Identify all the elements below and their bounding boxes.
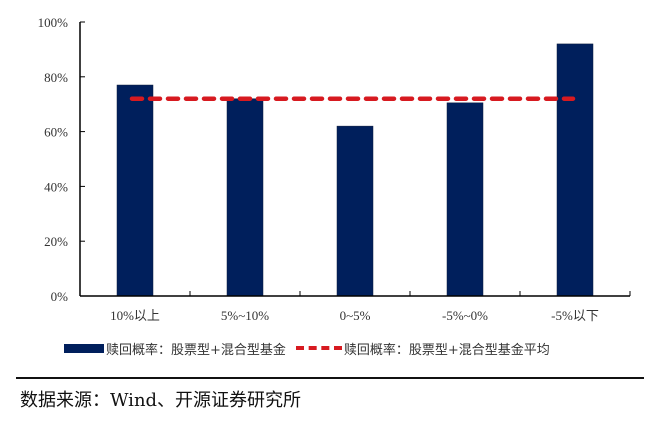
bar — [446, 102, 484, 297]
x-category-label: 5%~10% — [221, 308, 269, 323]
y-tick-label: 20% — [44, 234, 68, 249]
x-category-label: 0~5% — [340, 308, 371, 323]
x-category-label: 10%以上 — [110, 308, 160, 323]
legend-line-label: 赎回概率：股票型+混合型基金平均 — [343, 342, 550, 358]
bars — [116, 43, 594, 297]
y-tick-label: 0% — [51, 289, 69, 304]
legend: 赎回概率：股票型+混合型基金 赎回概率：股票型+混合型基金平均 — [64, 338, 560, 358]
y-tick-label: 40% — [44, 179, 68, 194]
legend-bar-swatch-icon — [64, 343, 104, 353]
divider — [16, 377, 644, 379]
legend-bar-label: 赎回概率：股票型+混合型基金 — [106, 342, 286, 358]
bar-chart: 0% 20% 40% 60% 80% 100% 10%以上 5%~10% 0~5% -5%~0%… — [38, 15, 631, 323]
legend-item-line: 赎回概率：股票型+混合型基金平均 — [295, 339, 550, 358]
y-tick-label: 80% — [44, 70, 68, 85]
source-note: 数据来源：Wind、开源证券研究所 — [20, 390, 302, 411]
bar — [336, 125, 374, 297]
y-tick-label: 100% — [38, 15, 69, 30]
bar — [226, 98, 264, 297]
y-tick-label: 60% — [44, 125, 68, 140]
legend-item-bar: 赎回概率：股票型+混合型基金 — [64, 339, 286, 358]
x-category-label: -5%~0% — [442, 308, 488, 323]
x-axis: 10%以上 5%~10% 0~5% -5%~0% -5%以下 — [80, 291, 631, 323]
legend-dashed-line-swatch-icon — [295, 346, 342, 350]
bar — [556, 43, 594, 297]
bar — [116, 84, 154, 297]
y-axis: 0% 20% 40% 60% 80% 100% — [38, 15, 85, 304]
x-category-label: -5%以下 — [551, 308, 599, 323]
